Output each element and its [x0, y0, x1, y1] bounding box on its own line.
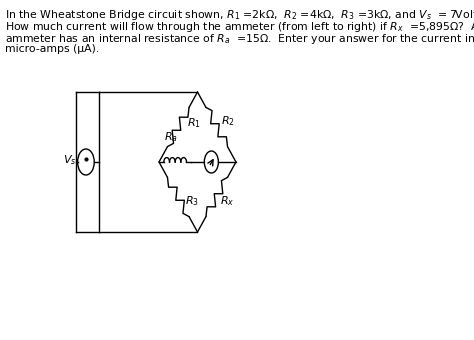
Text: How much current will flow through the ammeter (from left to right) if $R_x$  =5: How much current will flow through the a… — [5, 20, 474, 34]
Text: micro-amps (μA).: micro-amps (μA). — [5, 44, 100, 54]
Text: $R_1$: $R_1$ — [187, 116, 201, 130]
Text: $R_x$: $R_x$ — [220, 194, 234, 208]
Text: ammeter has an internal resistance of $R_a$  =15Ω.  Enter your answer for the cu: ammeter has an internal resistance of $R… — [5, 32, 474, 46]
Text: $R_2$: $R_2$ — [220, 114, 235, 128]
Text: $V_s$: $V_s$ — [63, 153, 77, 167]
Text: In the Wheatstone Bridge circuit shown, $R_1$ =2kΩ,  $R_2$ =4kΩ,  $R_3$ =3kΩ, an: In the Wheatstone Bridge circuit shown, … — [5, 8, 474, 22]
Text: $R_3$: $R_3$ — [185, 194, 199, 208]
Text: $R_a$: $R_a$ — [164, 130, 178, 144]
